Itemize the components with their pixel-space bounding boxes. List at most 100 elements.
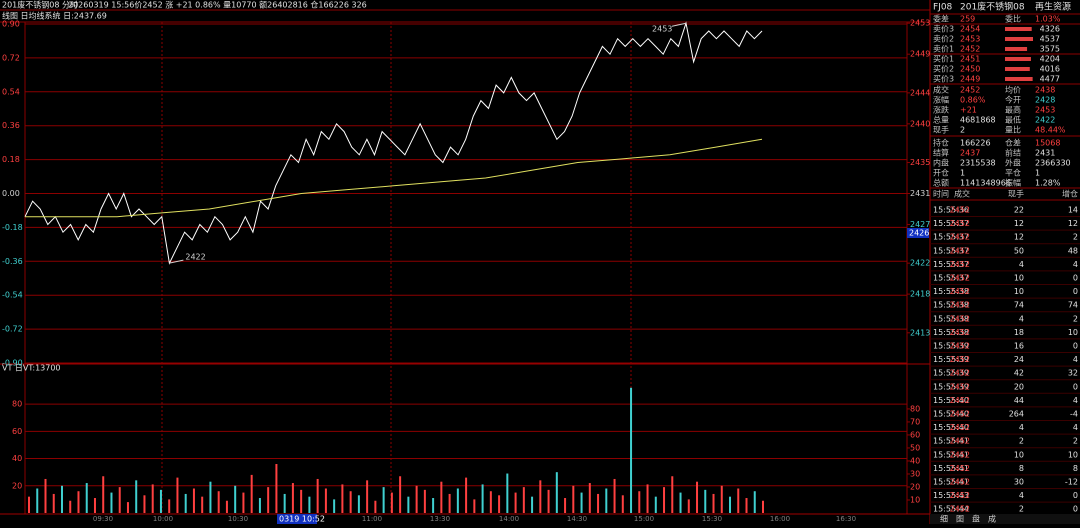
volume-bar: [291, 483, 294, 513]
tick-cell: 10: [1014, 450, 1024, 459]
tick-cell: 15:55:39: [933, 355, 969, 364]
tick-cell: 0: [1073, 505, 1078, 514]
tick-cell: 44: [1014, 396, 1024, 405]
y2-tick-label: 2444: [910, 88, 930, 97]
tick-cell: 2452: [950, 423, 970, 432]
stat-label: 前结: [1005, 148, 1021, 158]
tick-cell: 0: [1073, 491, 1078, 500]
stat-label: 总额: [933, 178, 949, 188]
tick-cell: 30: [1014, 478, 1024, 487]
y-tick-label: 0.18: [2, 155, 20, 164]
volume-bar: [481, 484, 484, 513]
tick-cell: 2452: [950, 314, 970, 323]
volume-bar: [201, 496, 204, 513]
tick-cell: 2452: [950, 355, 970, 364]
y2-tick-label: 20: [910, 482, 920, 491]
tick-cell: 4: [1019, 423, 1024, 432]
x-tick-label: 09:30: [93, 515, 113, 523]
y-tick-label: -0.90: [2, 359, 23, 368]
volume-bar: [613, 478, 616, 513]
book-bar: [1005, 27, 1032, 31]
book-bar: [1005, 77, 1033, 81]
book-price: 2450: [960, 65, 980, 74]
volume-bar: [473, 499, 476, 513]
y2-tick-label: 10: [910, 495, 920, 504]
tick-header: 时间: [933, 189, 949, 199]
stat-label: 均价: [1005, 85, 1021, 95]
tick-cell: 74: [1014, 301, 1024, 310]
stat-value: 2431: [1035, 149, 1055, 158]
volume-bar: [588, 483, 591, 513]
book-label: 买价1: [933, 55, 954, 64]
volume-bar: [605, 488, 608, 513]
tick-cell: 2452: [950, 410, 970, 419]
tick-cell: 74: [1068, 301, 1078, 310]
tick-cell: 10: [1014, 287, 1024, 296]
y2-tick-label: 2440: [910, 119, 930, 128]
y-tick-label: 60: [12, 427, 22, 436]
tick-cell: 2452: [950, 342, 970, 351]
book-volume: 4477: [1040, 75, 1060, 84]
y-tick-label: 40: [12, 454, 22, 463]
tick-cell: 8: [1019, 464, 1024, 473]
stat-value: 1: [1035, 169, 1040, 178]
y2-tick-label: 50: [910, 443, 920, 452]
volume-bar: [654, 496, 657, 513]
volume-bar: [762, 500, 764, 513]
tab[interactable]: 盘: [972, 514, 980, 524]
y2-tick-label: 2427: [910, 220, 930, 229]
tick-cell: 4: [1073, 355, 1078, 364]
volume-bar: [258, 498, 261, 513]
volume-bar: [28, 496, 30, 513]
stat-label: 仓差: [1005, 138, 1021, 148]
tick-cell: 15:55:36: [933, 206, 969, 215]
volume-bar: [316, 478, 319, 513]
book-price: 2452: [960, 45, 980, 54]
stat-value: 2453: [1035, 106, 1055, 115]
price-line: [24, 21, 763, 265]
tick-cell: 4: [1019, 491, 1024, 500]
tick-cell: 4: [1073, 260, 1078, 269]
volume-bar: [110, 492, 113, 513]
average-line: [25, 138, 763, 218]
volume-bar: [168, 499, 171, 513]
tab[interactable]: 图: [956, 515, 964, 524]
volume-bar: [456, 488, 459, 513]
tick-cell: 12: [1068, 219, 1078, 228]
y-tick-label: 0.72: [2, 53, 20, 62]
volume-bar: [77, 491, 80, 513]
x-tick-label: 10:00: [153, 515, 173, 523]
volume-bar: [514, 492, 517, 513]
stat-value: 166226: [960, 139, 991, 148]
y-tick-label: 0.00: [2, 189, 20, 198]
stat-value: 2: [960, 126, 965, 135]
stat-value: 2437: [960, 149, 980, 158]
y2-tick-label: 70: [910, 417, 920, 426]
x-tick-label: 16:30: [836, 515, 856, 523]
tick-cell: 50: [1014, 246, 1024, 255]
volume-bar: [159, 489, 162, 513]
stat-label: 涨跌: [933, 105, 949, 115]
tab[interactable]: 细: [940, 514, 948, 524]
tick-header: 现手: [1008, 189, 1024, 199]
tick-cell: 4: [1073, 423, 1078, 432]
volume-bar: [36, 488, 39, 513]
stat-value: 2438: [1035, 86, 1055, 95]
y-tick-label: 80: [12, 400, 22, 409]
tick-cell: 15:55:37: [933, 274, 969, 283]
quote-cell: 1.03%: [1035, 15, 1061, 24]
stat-label: 结算: [933, 148, 949, 158]
book-bar: [1005, 37, 1033, 41]
tab[interactable]: 成: [988, 514, 996, 524]
tick-cell: 48: [1068, 246, 1078, 255]
tick-cell: 4: [1073, 396, 1078, 405]
y2-tick-label: 2422: [910, 259, 930, 268]
y-tick-label: 0.36: [2, 121, 20, 130]
volume-bar: [85, 483, 88, 513]
x-tick-label: 14:00: [499, 515, 519, 523]
stat-label: 最高: [1005, 105, 1021, 115]
volume-bar: [192, 488, 195, 513]
low-pointer: [169, 259, 184, 264]
stat-label: 总量: [933, 115, 949, 125]
volume-bar: [176, 477, 179, 513]
